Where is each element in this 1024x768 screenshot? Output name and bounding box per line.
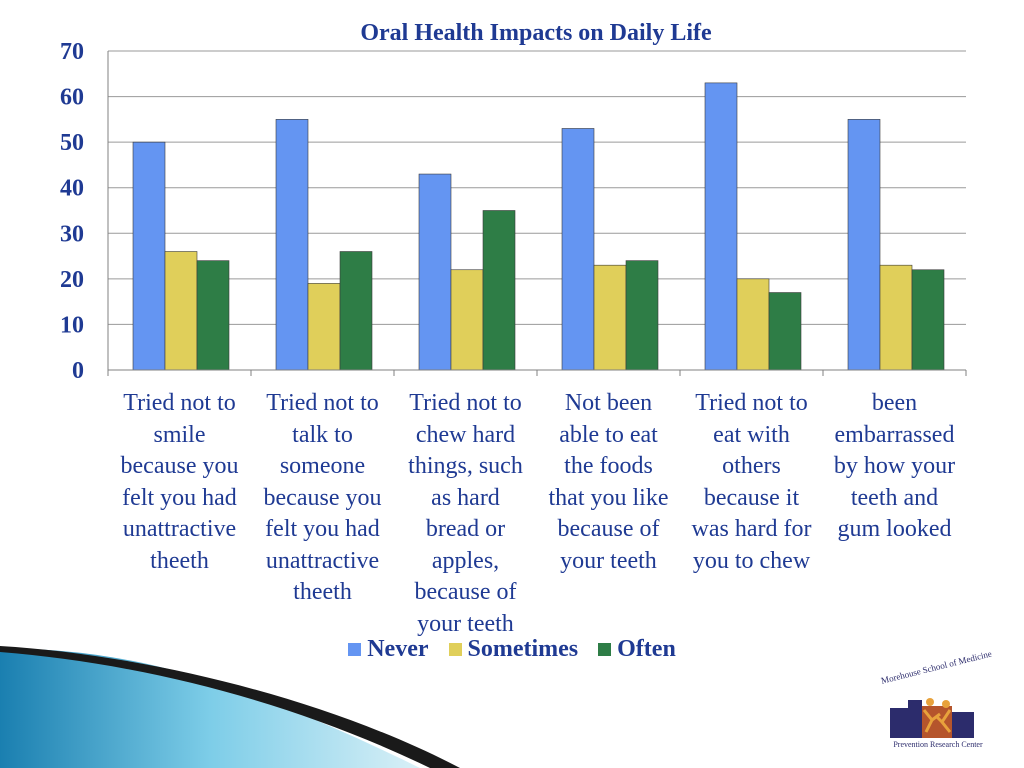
category-label-line: felt you had: [122, 484, 237, 511]
category-label-line: felt you had: [265, 516, 380, 542]
legend-item-often: Often: [598, 636, 676, 663]
category-label-0: Tried not to smile because you felt you had…: [110, 388, 250, 577]
y-tick-label: 10: [60, 312, 84, 338]
y-tick-label: 60: [60, 85, 84, 111]
bar-never-5: [847, 119, 881, 371]
y-tick-label: 70: [60, 39, 84, 65]
category-label-line: someone: [279, 453, 366, 479]
category-label-line: theeth: [150, 547, 209, 574]
chart-title: Oral Health Impacts on Daily Life: [360, 20, 712, 46]
category-label-line: the foods: [564, 453, 653, 479]
bar-never-1: [275, 119, 309, 371]
bar-often-3: [625, 260, 659, 371]
category-label-line: others: [722, 453, 781, 479]
category-label-line: your teeth: [417, 610, 514, 637]
category-label-5: been embarrassed by how your teeth and gum l…: [825, 388, 965, 546]
bar-often-1: [339, 251, 373, 371]
category-label-4: Tried not to eat with others because it was …: [682, 388, 822, 577]
bar-sometimes-3: [593, 264, 627, 371]
category-label-line: because of: [557, 516, 660, 542]
legend-label: Sometimes: [467, 636, 579, 662]
legend: Never Sometimes Often: [0, 636, 1024, 663]
bar-sometimes-2: [450, 269, 484, 371]
category-label-line: teeth and: [850, 484, 939, 511]
logo-emblem-icon: [890, 698, 974, 738]
category-label-line: was hard for: [691, 516, 812, 542]
legend-label: Never: [367, 636, 429, 662]
category-label-3: Not been able to eat the foods that you lik…: [539, 388, 679, 577]
category-label-line: because you: [263, 484, 382, 511]
bar-never-0: [132, 141, 166, 371]
category-label-line: your teeth: [560, 547, 657, 574]
bar-never-3: [561, 128, 595, 371]
category-label-line: able to eat: [559, 421, 658, 448]
category-label-line: unattractive: [122, 516, 237, 542]
category-label-line: Tried not to: [409, 390, 522, 416]
category-label-line: Tried not to: [123, 390, 236, 416]
logo-center-text: Prevention Research Center: [893, 740, 983, 749]
legend-swatch: [598, 643, 612, 656]
category-label-line: chew hard: [415, 421, 516, 448]
bar-often-5: [911, 269, 945, 371]
bar-often-0: [196, 260, 230, 371]
category-label-line: embarrassed: [834, 421, 955, 448]
bar-never-2: [418, 173, 452, 371]
category-label-line: because you: [120, 453, 239, 479]
legend-swatch: [448, 643, 462, 656]
category-label-line: because it: [703, 484, 800, 511]
category-label-line: as hard: [431, 484, 500, 511]
category-label-line: eat with: [713, 421, 790, 448]
category-label-line: Tried not to: [266, 390, 379, 416]
bar-sometimes-4: [736, 278, 770, 371]
category-label-1: Tried not to talk to someone because you fel…: [253, 388, 393, 609]
y-tick-label: 50: [60, 130, 84, 156]
y-tick-label: 0: [72, 358, 84, 384]
category-label-line: gum looked: [837, 516, 952, 542]
legend-swatch: [348, 643, 362, 656]
category-label-line: been: [871, 390, 918, 416]
bar-often-2: [482, 210, 516, 371]
logo: Morehouse School of Medicine Prevention …: [880, 648, 993, 754]
category-label-line: talk to: [292, 421, 353, 448]
y-tick-label: 30: [60, 221, 84, 247]
category-label-2: Tried not to chew hard things, such as hard…: [396, 388, 536, 640]
bar-sometimes-5: [879, 264, 913, 371]
bar-often-4: [768, 292, 802, 371]
bar-sometimes-0: [164, 251, 198, 371]
y-tick-label: 20: [60, 267, 84, 293]
category-label-line: you to chew: [692, 547, 811, 574]
category-label-line: that you like: [548, 484, 669, 511]
category-label-line: because of: [414, 579, 517, 605]
bar-never-4: [704, 82, 738, 371]
legend-item-sometimes: Sometimes: [448, 636, 579, 663]
category-label-line: theeth: [293, 579, 352, 605]
legend-label: Often: [617, 636, 676, 662]
legend-item-never: Never: [348, 636, 429, 663]
category-label-line: unattractive: [265, 547, 380, 574]
y-tick-label: 40: [60, 176, 84, 202]
category-label-line: things, such: [408, 453, 523, 479]
category-label-line: by how your: [833, 453, 956, 479]
category-label-line: bread or: [425, 516, 506, 542]
bar-sometimes-1: [307, 283, 341, 371]
category-label-line: Not been: [564, 390, 653, 416]
category-label-line: Tried not to: [695, 390, 808, 416]
category-label-line: smile: [153, 421, 206, 448]
category-label-line: apples,: [431, 547, 500, 574]
